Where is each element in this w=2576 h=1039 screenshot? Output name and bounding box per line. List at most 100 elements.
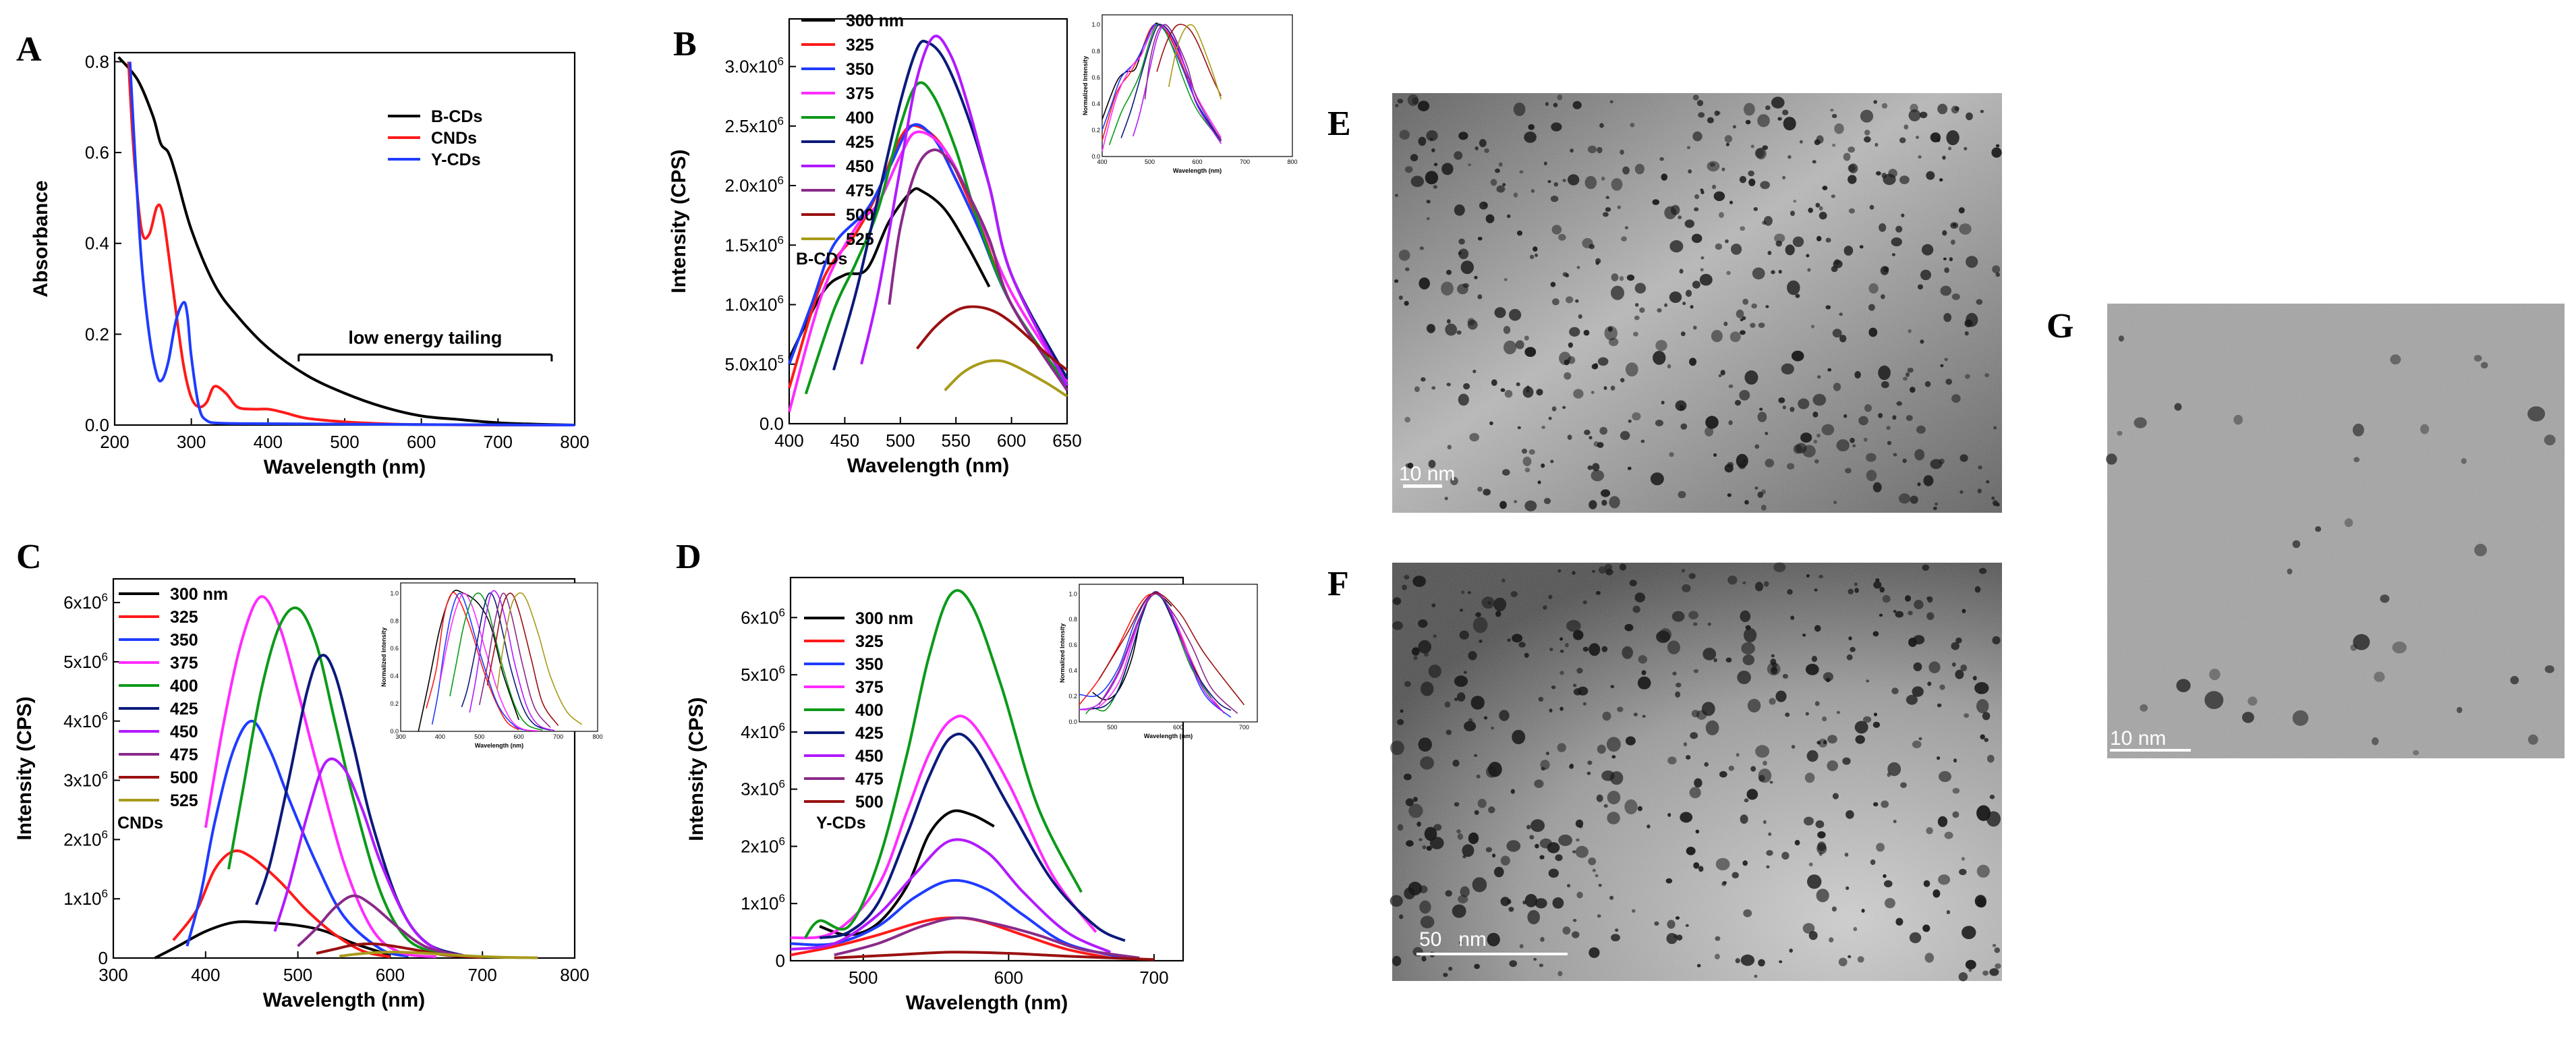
nanoparticle xyxy=(1526,824,1531,830)
nanoparticle xyxy=(1937,103,1948,115)
nanoparticle xyxy=(1547,180,1551,184)
nanoparticle xyxy=(1765,105,1771,111)
nanoparticle xyxy=(1992,636,2001,645)
nanoparticle xyxy=(1557,569,1562,573)
nanoparticle xyxy=(1605,196,1609,200)
nanoparticle xyxy=(1472,617,1488,634)
y-axis-label: Intensity (CPS) xyxy=(668,149,690,293)
nanoparticle xyxy=(2176,679,2191,692)
nanoparticle xyxy=(2106,453,2117,465)
nanoparticle xyxy=(1516,230,1523,236)
legend-label: 500 xyxy=(170,768,198,787)
nanoparticle xyxy=(1458,132,1468,140)
nanoparticle xyxy=(1427,846,1431,849)
nanoparticle xyxy=(1588,858,1597,866)
nanoparticle xyxy=(1952,662,1956,667)
nanoparticle xyxy=(1755,745,1770,758)
nanoparticle xyxy=(1665,878,1673,884)
nanoparticle xyxy=(1928,661,1941,673)
nanoparticle xyxy=(1667,813,1671,817)
nanoparticle xyxy=(1810,325,1815,329)
legend-label: CNDs xyxy=(431,129,477,148)
y-tick-label: 4x106 xyxy=(741,721,785,742)
nanoparticle xyxy=(1398,250,1410,261)
nanoparticle xyxy=(1848,163,1858,173)
nanoparticle xyxy=(1587,465,1593,470)
inset-b: 400 500 600 700 800 0.0 0.2 0.4 0.6 0.8 1.0 Wavelen… xyxy=(1082,14,1298,174)
x-tick-label: 450 xyxy=(830,430,859,451)
nanoparticle xyxy=(1702,648,1717,661)
inset-y-axis-label: Normalized Intensity xyxy=(380,627,387,687)
nanoparticle xyxy=(1805,712,1809,716)
nanoparticle xyxy=(1433,634,1437,638)
nanoparticle xyxy=(1754,974,1758,978)
nanoparticle xyxy=(1572,931,1580,938)
nanoparticle xyxy=(1444,497,1448,501)
nanoparticle xyxy=(1557,94,1563,101)
series-c-350 xyxy=(185,719,409,958)
nanoparticle xyxy=(1966,312,1978,327)
legend-label: 425 xyxy=(170,700,198,719)
nanoparticle xyxy=(1737,671,1751,684)
nanoparticle xyxy=(1424,652,1429,657)
nanoparticle xyxy=(1861,909,1865,913)
inset-x-tick-label: 300 xyxy=(395,733,405,740)
nanoparticle xyxy=(1722,880,1727,885)
nanoparticle xyxy=(1535,843,1539,849)
nanoparticle xyxy=(1715,858,1730,871)
nanoparticle xyxy=(1758,768,1772,783)
x-tick-label: 500 xyxy=(886,430,915,451)
nanoparticle xyxy=(1404,301,1409,306)
inset-series-475 xyxy=(1098,593,1238,714)
nanoparticle xyxy=(1854,588,1859,593)
nanoparticle xyxy=(1516,382,1520,387)
nanoparticle xyxy=(1565,642,1569,648)
nanoparticle xyxy=(1468,651,1477,661)
nanoparticle xyxy=(1819,575,1823,579)
nanoparticle xyxy=(1598,566,1606,574)
nanoparticle xyxy=(1848,588,1854,594)
nanoparticle xyxy=(1661,401,1665,405)
nanoparticle xyxy=(1647,824,1651,829)
nanoparticle xyxy=(1727,461,1734,468)
nanoparticle xyxy=(1611,755,1616,759)
nanoparticle xyxy=(1696,710,1707,720)
nanoparticle xyxy=(1400,709,1404,713)
nanoparticle xyxy=(1836,439,1850,452)
nanoparticle xyxy=(1597,914,1601,918)
nanoparticle xyxy=(1496,185,1506,193)
nanoparticle xyxy=(1576,266,1580,269)
nanoparticle xyxy=(1654,921,1659,926)
nanoparticle xyxy=(1551,685,1556,690)
nanoparticle xyxy=(1483,488,1491,496)
nanoparticle xyxy=(1866,679,1870,683)
y-tick-label: 0 xyxy=(776,951,785,971)
nanoparticle xyxy=(1620,430,1630,441)
sample-label: CNDs xyxy=(117,814,163,833)
nanoparticle xyxy=(1637,676,1651,690)
nanoparticle xyxy=(1694,194,1700,200)
nanoparticle xyxy=(1839,335,1847,343)
nanoparticle xyxy=(1392,597,1402,605)
nanoparticle xyxy=(1875,578,1880,582)
nanoparticle xyxy=(1499,501,1507,509)
nanoparticle xyxy=(1474,963,1480,970)
nanoparticle xyxy=(1816,889,1829,903)
nanoparticle xyxy=(1506,214,1511,219)
nanoparticle xyxy=(1418,136,1427,146)
nanoparticle xyxy=(1470,696,1485,710)
nanoparticle xyxy=(1754,582,1764,592)
nanoparticle xyxy=(1639,307,1645,313)
inset-series-500 xyxy=(1098,592,1245,706)
nanoparticle xyxy=(1732,125,1736,129)
nanoparticle xyxy=(1524,347,1537,357)
nanoparticle xyxy=(1914,600,1924,610)
nanoparticle xyxy=(1479,139,1487,148)
nanoparticle xyxy=(1789,949,1793,953)
nanoparticle xyxy=(1895,611,1904,618)
nanoparticle xyxy=(1768,832,1772,836)
nanoparticle xyxy=(1587,760,1593,765)
inset-series-375 xyxy=(1101,24,1222,152)
nanoparticle xyxy=(1763,216,1773,226)
inset-frame xyxy=(1101,14,1293,157)
